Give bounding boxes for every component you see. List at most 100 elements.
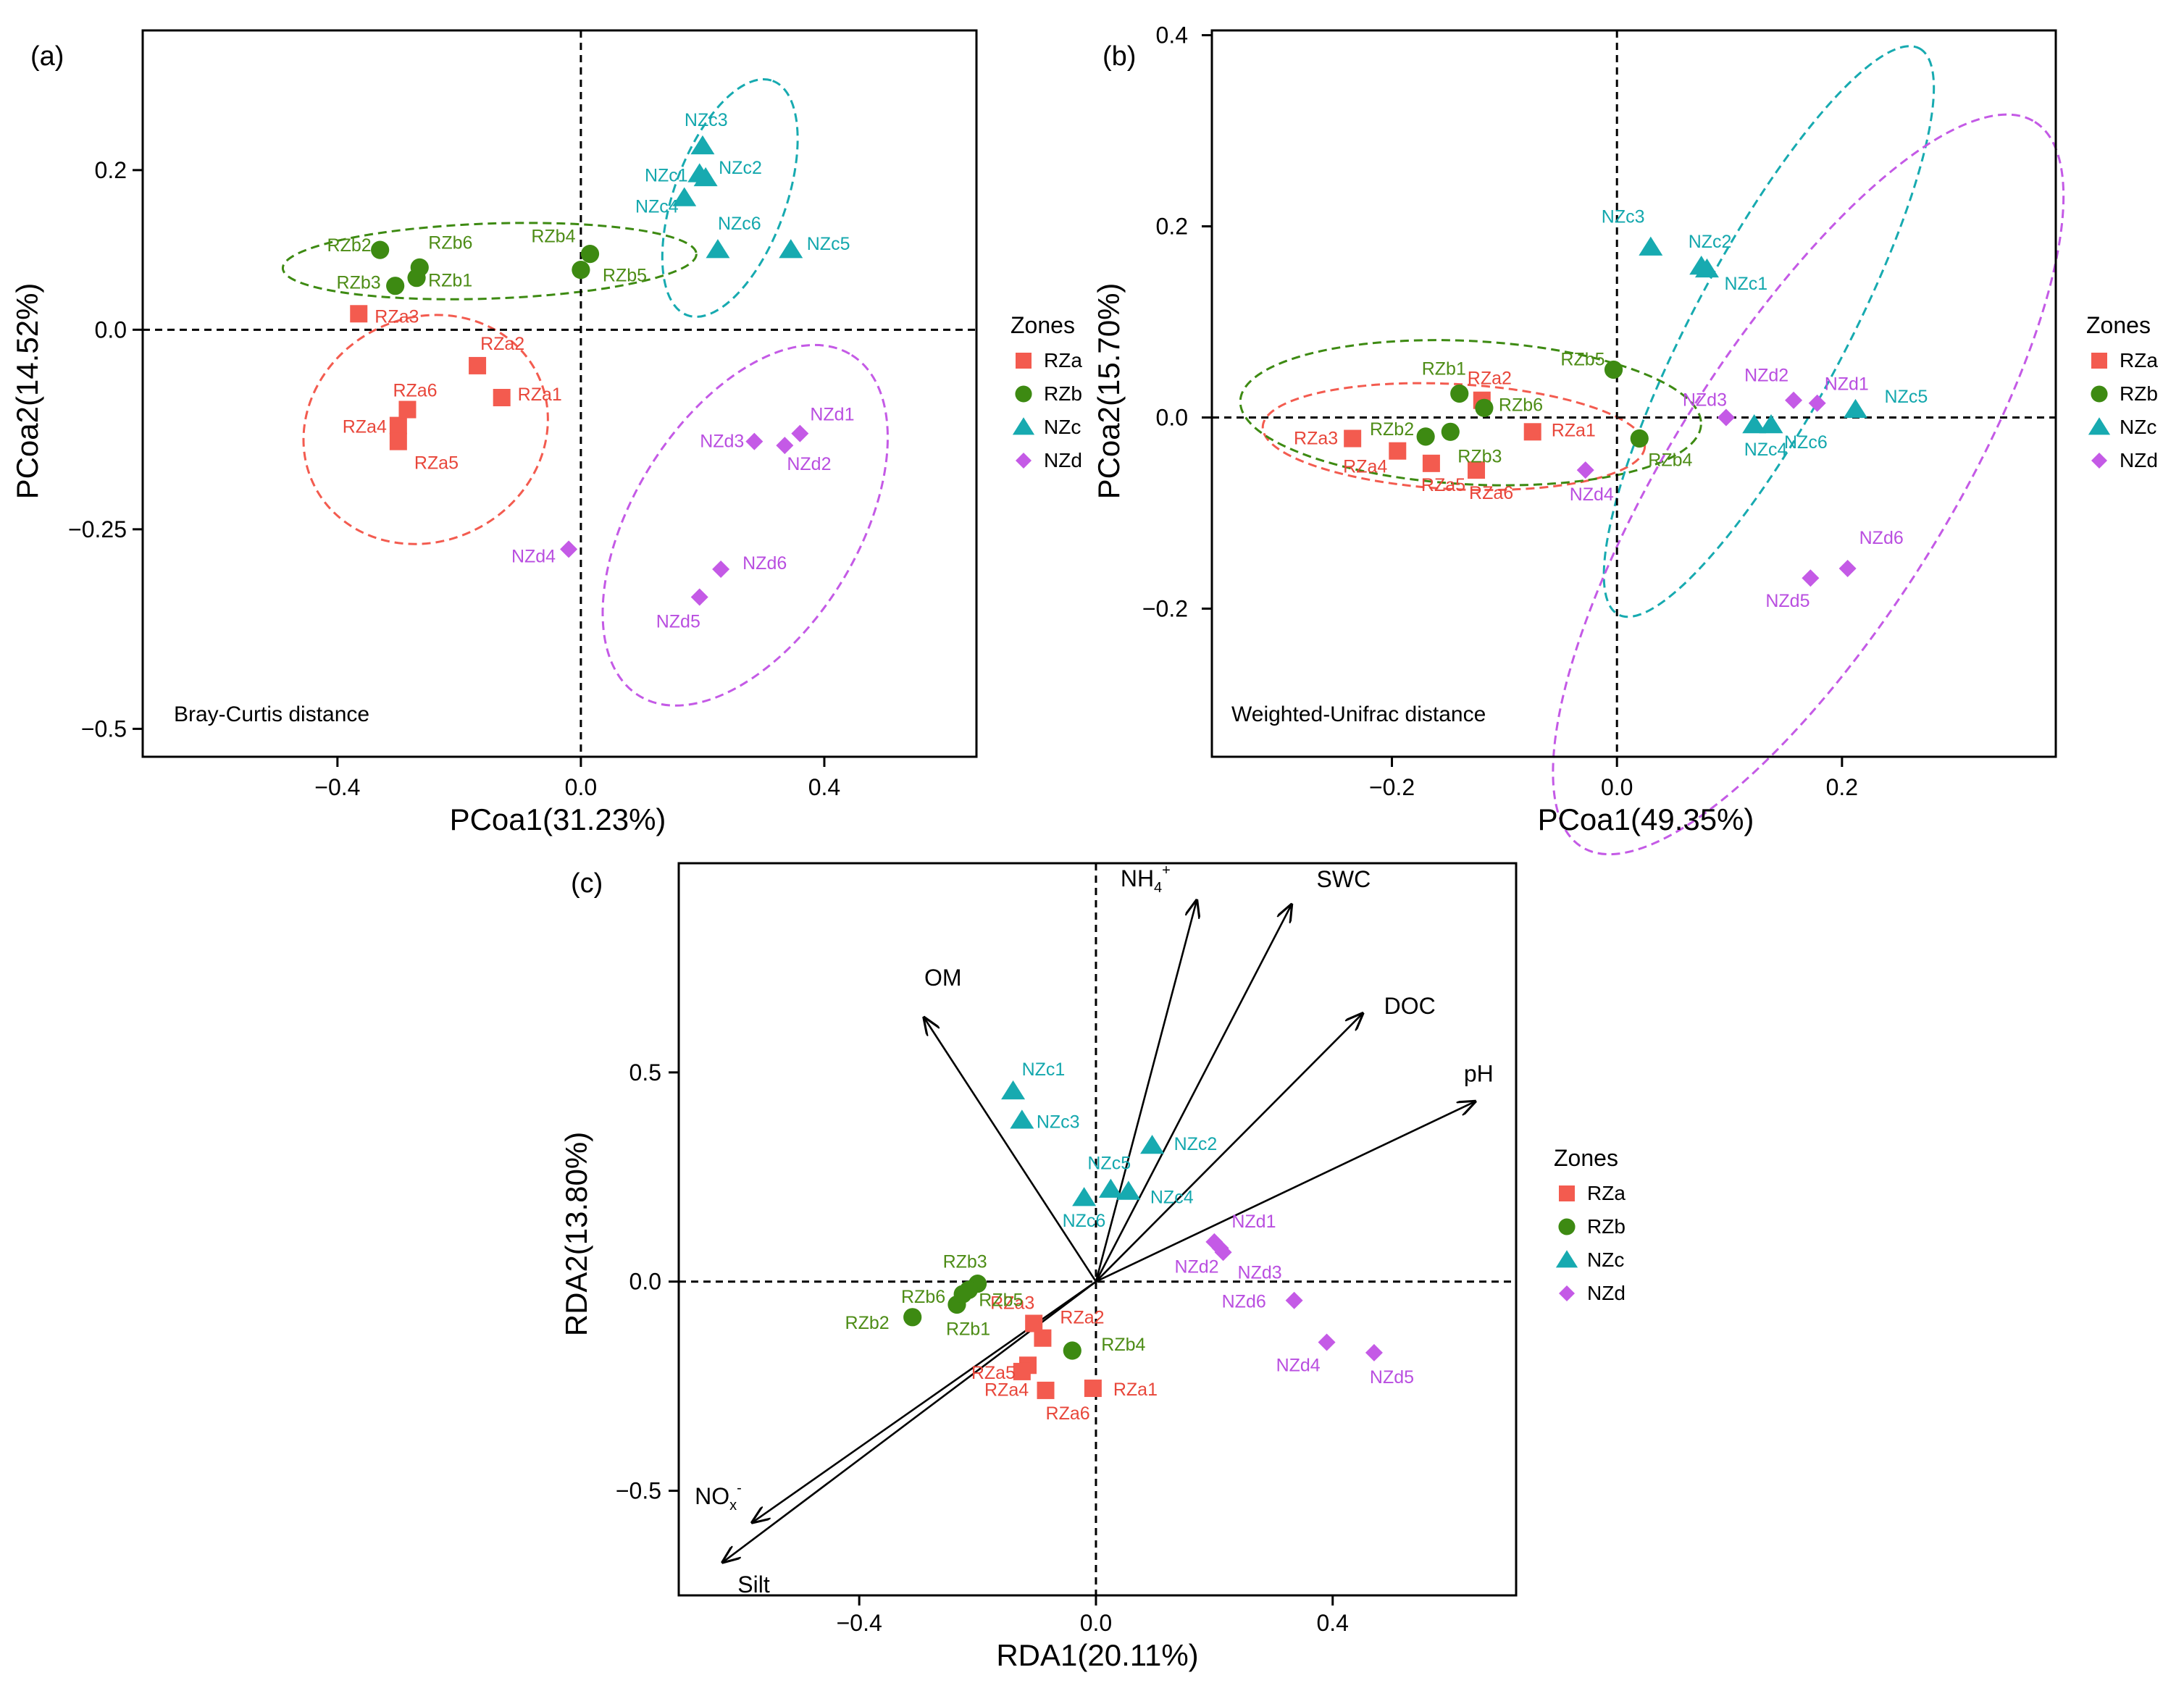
- point-rzb4: [1630, 429, 1649, 448]
- legend-marker-nzc: [2088, 417, 2111, 435]
- legend-marker-nzd: [2091, 453, 2107, 469]
- legend-marker-nzd: [1559, 1285, 1575, 1301]
- vector-arrow-nox: [753, 1280, 1097, 1522]
- point-rza3: [350, 305, 368, 323]
- point-rza5: [1422, 454, 1440, 472]
- point-label-rzb3: RZb3: [1457, 446, 1502, 466]
- legend-label-rzb: RZb: [2120, 382, 2158, 405]
- point-label-rzb4: RZb4: [1648, 450, 1692, 471]
- point-nzd1: [791, 424, 809, 442]
- point-label-nzd4: NZd4: [511, 546, 556, 566]
- legend-marker-nzc: [1555, 1250, 1578, 1268]
- point-label-nzd2: NZd2: [1174, 1256, 1218, 1277]
- y-axis-label: PCoa2(15.70%): [1092, 283, 1126, 500]
- point-nzd6: [712, 560, 730, 578]
- vector-label-silt: Silt: [737, 1571, 770, 1598]
- point-rza1: [493, 389, 511, 407]
- legend-marker-nzc: [1012, 417, 1035, 435]
- point-rzb4: [1063, 1341, 1081, 1360]
- x-tick-label: 0.0: [1080, 1610, 1112, 1636]
- point-nzc4: [672, 187, 697, 206]
- legend-marker-rzb: [2091, 385, 2108, 403]
- point-label-nzc1: NZc1: [1724, 274, 1767, 294]
- point-nzd2: [1785, 391, 1803, 409]
- point-rzb4: [580, 245, 600, 264]
- legend-title: Zones: [1011, 312, 1075, 338]
- panel-label: (a): [30, 41, 64, 72]
- point-rza6: [398, 400, 417, 419]
- point-nzd3: [745, 432, 763, 450]
- point-label-nzc6: NZc6: [718, 214, 761, 234]
- vector-label-nh4: NH4+: [1121, 863, 1171, 896]
- point-label-rza6: RZa6: [393, 381, 437, 401]
- point-label-nzc4: NZc4: [1744, 440, 1788, 460]
- legend-label-rzb: RZb: [1044, 382, 1082, 405]
- point-label-nzd2: NZd2: [787, 454, 831, 474]
- vector-label-om: OM: [924, 965, 962, 991]
- x-tick-label: −0.4: [314, 774, 360, 800]
- legend-label-nzd: NZd: [1044, 449, 1082, 471]
- legend-marker-rza: [1016, 353, 1032, 369]
- point-label-rza5: RZa5: [1421, 475, 1465, 495]
- point-label-nzd5: NZd5: [1370, 1367, 1414, 1388]
- legend-label-rzb: RZb: [1587, 1215, 1626, 1238]
- point-nzc6: [706, 239, 730, 259]
- point-label-rza1: RZa1: [1113, 1380, 1158, 1400]
- point-label-nzd5: NZd5: [656, 612, 700, 632]
- point-nzc6: [1072, 1187, 1097, 1206]
- panel-label: (b): [1103, 41, 1136, 72]
- point-label-nzd6: NZd6: [1222, 1292, 1266, 1312]
- point-label-nzd2: NZd2: [1744, 366, 1788, 386]
- confidence-ellipse-rza: [302, 314, 549, 545]
- plot-frame: [677, 862, 1518, 1597]
- point-label-rza3: RZa3: [1294, 429, 1338, 449]
- point-label-nzd3: NZd3: [1238, 1262, 1282, 1283]
- distance-method-annotation: Weighted-Unifrac distance: [1231, 702, 1486, 726]
- point-nzd2: [776, 437, 794, 455]
- point-nzc5: [779, 239, 803, 259]
- legend-label-nzc: NZc: [2120, 416, 2156, 438]
- point-label-rza1: RZa1: [1552, 420, 1596, 440]
- y-tick-label: 0.4: [1156, 22, 1188, 49]
- point-nzd4: [1576, 461, 1594, 479]
- point-rza3: [1025, 1314, 1043, 1332]
- point-label-rzb2: RZb2: [1370, 419, 1414, 440]
- point-nzc2: [693, 167, 718, 187]
- vector-arrow-nh4: [1095, 901, 1197, 1283]
- legend-label-rza: RZa: [1587, 1182, 1626, 1204]
- point-nzd6: [1838, 560, 1857, 578]
- x-tick-label: 0.4: [1316, 1610, 1348, 1636]
- y-tick-label: −0.5: [616, 1478, 661, 1504]
- legend: Zones RZa RZb NZc NZd: [2086, 312, 2158, 471]
- legend: Zones RZa RZb NZc NZd: [1554, 1145, 1626, 1304]
- point-label-rza5: RZa5: [414, 453, 459, 474]
- point-label-nzc4: NZc4: [1150, 1188, 1194, 1208]
- point-nzd5: [690, 588, 708, 606]
- vector-label-swc: SWC: [1317, 866, 1371, 892]
- point-label-rza4: RZa4: [1343, 457, 1387, 477]
- point-nzd5: [1365, 1343, 1383, 1361]
- point-label-rzb1: RZb1: [1422, 359, 1466, 379]
- legend-label-nzd: NZd: [1587, 1282, 1626, 1304]
- point-label-rzb5: RZb5: [1560, 350, 1604, 370]
- point-label-nzc6: NZc6: [1063, 1211, 1106, 1231]
- y-tick-label: 0.5: [629, 1059, 661, 1086]
- point-nzd4: [1318, 1333, 1336, 1351]
- point-label-rza3: RZa3: [990, 1293, 1034, 1313]
- point-nzc1: [1001, 1080, 1026, 1100]
- point-rza6: [1037, 1381, 1055, 1399]
- point-nzd1: [1808, 394, 1826, 412]
- point-rzb1: [1450, 384, 1469, 403]
- point-label-rzb2: RZb2: [327, 235, 372, 256]
- point-rzb6: [1475, 398, 1494, 417]
- distance-method-annotation: Bray-Curtis distance: [174, 702, 369, 726]
- point-label-rza2: RZa2: [1468, 369, 1512, 389]
- vector-arrow-doc: [1095, 1014, 1363, 1283]
- confidence-ellipse-nzd: [1552, 113, 2065, 856]
- point-label-nzc3: NZc3: [685, 110, 728, 130]
- point-label-rzb6: RZb6: [901, 1287, 945, 1307]
- point-label-rzb4: RZb4: [1101, 1335, 1145, 1355]
- point-rza4: [1389, 442, 1407, 460]
- y-tick-label: 0.0: [629, 1269, 661, 1295]
